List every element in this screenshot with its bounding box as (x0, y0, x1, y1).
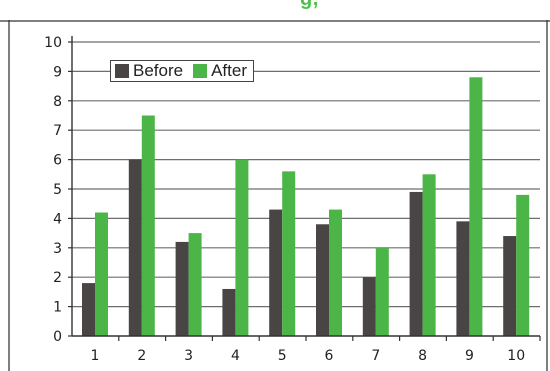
bar-after-7 (375, 247, 389, 336)
bar-before-7 (362, 277, 376, 336)
y-tick-label-4: 4 (53, 211, 62, 227)
y-tick-label-5: 5 (53, 182, 62, 198)
y-tick-label-6: 6 (53, 153, 62, 169)
bar-after-4 (235, 159, 249, 336)
top-border (0, 20, 550, 22)
bar-before-5 (269, 209, 283, 336)
bar-before-3 (175, 241, 189, 336)
legend-item-after: After (193, 61, 247, 81)
x-tick-label-5: 5 (278, 348, 287, 364)
y-tick-label-10: 10 (44, 35, 62, 51)
x-tick-label-3: 3 (184, 348, 193, 364)
y-tick-label-9: 9 (53, 64, 62, 80)
bar-after-3 (188, 233, 202, 336)
bar-after-8 (422, 174, 436, 336)
bar-before-8 (409, 191, 423, 336)
bar-before-1 (82, 283, 95, 336)
bar-layer (82, 77, 530, 336)
x-tick-label-10: 10 (507, 348, 525, 364)
legend-swatch-before (115, 64, 129, 78)
bar-after-10 (516, 194, 530, 336)
bar-after-2 (141, 115, 155, 336)
bar-before-6 (316, 224, 329, 336)
x-tick-label-2: 2 (137, 348, 146, 364)
label-layer: 0 1 2 3 4 5 6 7 8 9 10 1 2 3 4 5 6 7 8 9 10 (44, 35, 525, 364)
left-frame (8, 20, 10, 371)
bar-before-4 (222, 288, 236, 336)
header-fragment: g, (300, 0, 480, 16)
bar-after-5 (282, 171, 296, 336)
y-tick-label-7: 7 (53, 123, 62, 139)
legend-label-after: After (211, 61, 247, 80)
x-tick-label-1: 1 (91, 348, 100, 364)
bar-before-10 (503, 236, 517, 336)
header-fragment-text: g, (300, 0, 480, 11)
y-tick-label-0: 0 (53, 329, 62, 345)
x-tick-label-7: 7 (371, 348, 380, 364)
bar-after-6 (329, 209, 342, 336)
bar-after-1 (95, 212, 108, 336)
legend: Before After (110, 60, 254, 82)
x-tick-label-8: 8 (418, 348, 427, 364)
y-tick-label-1: 1 (53, 300, 62, 316)
legend-swatch-after (193, 64, 208, 78)
x-tick-label-4: 4 (231, 348, 240, 364)
legend-label-before: Before (133, 61, 184, 80)
y-tick-label-3: 3 (53, 241, 62, 257)
y-tick-label-8: 8 (53, 94, 62, 110)
axis-layer (68, 36, 541, 341)
bar-before-2 (128, 159, 142, 336)
legend-item-before: Before (115, 61, 183, 81)
bar-before-9 (456, 221, 470, 336)
x-tick-label-9: 9 (465, 348, 474, 364)
right-frame (546, 20, 548, 371)
y-tick-label-2: 2 (53, 270, 62, 286)
bar-after-9 (469, 77, 483, 336)
x-tick-label-6: 6 (325, 348, 334, 364)
